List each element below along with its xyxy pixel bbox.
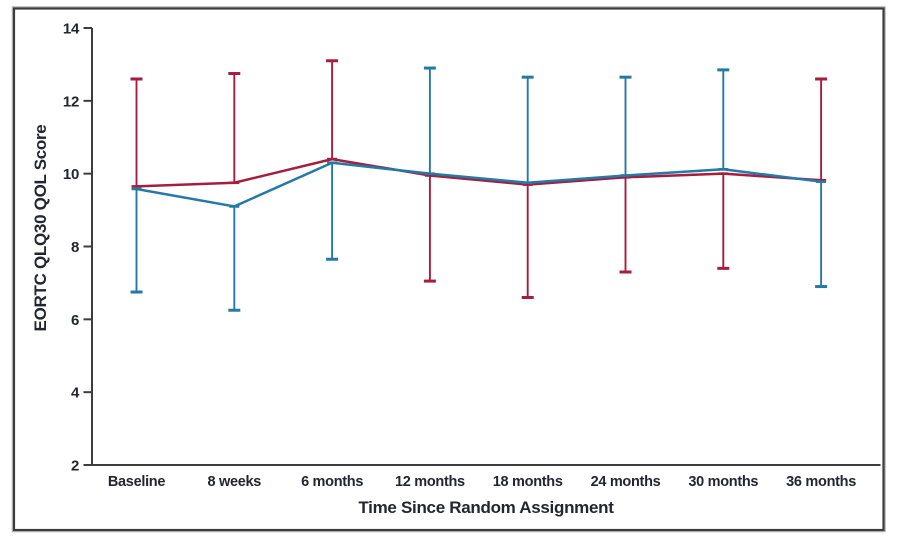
x-axis-title: Time Since Random Assignment: [358, 498, 614, 517]
y-tick-label: 8: [71, 239, 79, 256]
plot-area: 2 4 6 8 10 12 14 Baseline 8 weeks 6 months 12 mont…: [63, 21, 881, 490]
x-category-label: 30 months: [688, 474, 758, 490]
y-tick-label: 4: [71, 385, 80, 402]
blue-series-line: [136, 161, 822, 208]
y-tick-label: 14: [63, 21, 80, 38]
x-category-label: 12 months: [395, 474, 465, 490]
y-tick-label: 12: [63, 93, 79, 110]
figure-frame: [12, 7, 885, 532]
y-tick-label: 10: [63, 166, 79, 183]
y-tick-label: 6: [71, 312, 79, 329]
y-axis-title: EORTC QLQ30 QOL Score: [31, 125, 50, 332]
red-series-line: [136, 157, 822, 188]
x-category-label: 36 months: [786, 474, 856, 490]
x-category-label: 8 weeks: [208, 474, 262, 490]
x-category-label: Baseline: [108, 474, 165, 490]
x-category-label: 24 months: [591, 474, 661, 490]
y-tick-label: 2: [71, 458, 79, 475]
x-category-label: 6 months: [301, 474, 363, 490]
x-category-label: 18 months: [493, 474, 563, 490]
